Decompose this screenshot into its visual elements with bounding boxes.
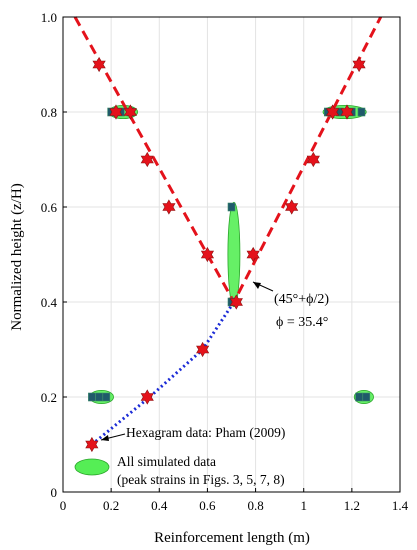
x-tick-label: 0.4	[151, 498, 168, 513]
y-tick-label: 0.8	[41, 105, 57, 120]
legend-line1: All simulated data	[117, 454, 216, 469]
simulated-ellipse	[227, 201, 241, 308]
y-tick-label: 0.2	[41, 390, 57, 405]
x-tick-label: 0	[60, 498, 67, 513]
x-tick-labels: 0 0.2 0.4 0.6 0.8 1 1.2 1.4	[60, 488, 409, 513]
hexagram-marker	[246, 246, 260, 263]
hexagram-label-arrowhead	[101, 435, 109, 441]
angle-annotation-line1: (45°+ϕ/2)	[274, 292, 329, 307]
hexagram-markers	[85, 56, 366, 453]
simulated-ellipses	[89, 104, 374, 405]
hexagram-marker	[109, 104, 123, 120]
hexagram-marker	[140, 151, 154, 168]
y-tick-labels: 0 0.2 0.4 0.6 0.8 1.0	[41, 10, 67, 500]
x-tick-label: 1.4	[392, 498, 409, 513]
simulated-dot	[102, 392, 111, 402]
x-tick-label: 0.6	[199, 498, 216, 513]
simulated-dot	[355, 392, 363, 402]
hexagram-marker	[140, 389, 154, 405]
simulated-dot	[95, 392, 103, 402]
hexagram-marker	[306, 151, 320, 168]
simulated-dot	[88, 392, 96, 402]
hexagram-marker	[123, 104, 138, 120]
x-tick-label: 1	[300, 498, 307, 513]
hexagram-marker	[325, 104, 340, 120]
y-tick-label: 0	[51, 485, 58, 500]
legend-line2: (peak strains in Figs. 3, 5, 7, 8)	[117, 472, 285, 487]
hexagram-marker	[92, 56, 106, 73]
x-axis-label: Reinforcement length (m)	[154, 530, 310, 546]
hexagram-marker	[340, 104, 354, 120]
legend-ellipse-swatch	[74, 458, 110, 476]
y-tick-label: 1.0	[41, 10, 57, 25]
hexagram-marker	[196, 341, 210, 358]
x-tick-label: 1.2	[344, 498, 360, 513]
hexagram-marker	[229, 294, 243, 310]
plot-frame	[62, 16, 401, 493]
hexagram-label: Hexagram data: Pham (2009)	[126, 425, 285, 440]
simulated-dot	[227, 202, 236, 212]
simulated-dot	[362, 392, 371, 402]
simulated-dot	[357, 107, 366, 117]
angle-annotation-line2: ϕ = 35.4°	[276, 315, 328, 330]
hexagram-marker	[162, 199, 176, 215]
hexagram-marker	[285, 199, 299, 215]
y-tick-label: 0.4	[41, 295, 58, 310]
y-axis-label: Normalized height (z/H)	[9, 183, 25, 330]
hexagram-marker	[85, 436, 99, 453]
hexagram-marker	[352, 56, 366, 73]
hexagram-marker	[200, 246, 215, 263]
y-tick-label: 0.6	[41, 200, 58, 215]
x-tick-label: 0.2	[103, 498, 119, 513]
x-tick-label: 0.8	[247, 498, 263, 513]
blue-dotted-line	[90, 301, 236, 446]
angle-arrowhead	[253, 282, 261, 289]
